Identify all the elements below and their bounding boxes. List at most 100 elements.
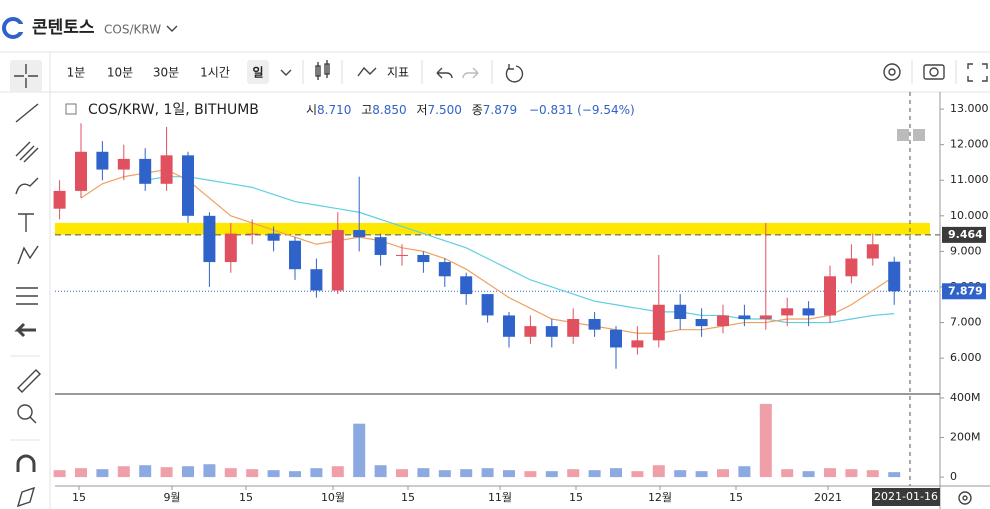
indicator-icon[interactable] bbox=[357, 66, 377, 77]
volume-bar bbox=[460, 469, 473, 478]
text-tool[interactable] bbox=[18, 213, 34, 232]
candle-body bbox=[53, 190, 66, 209]
indicators-button[interactable]: 지표 bbox=[387, 66, 409, 80]
candle-body bbox=[460, 276, 473, 295]
candle-body bbox=[888, 261, 901, 292]
volume-bar bbox=[96, 469, 109, 478]
ruler-tool[interactable] bbox=[17, 369, 41, 393]
logo[interactable] bbox=[2, 17, 24, 39]
magnet-tool[interactable] bbox=[16, 454, 36, 472]
candle-body bbox=[246, 233, 259, 235]
price-badge bbox=[942, 283, 986, 300]
candle-body bbox=[396, 254, 408, 256]
legend-symbol[interactable]: COS/KRW, 1일, BITHUMB bbox=[88, 102, 259, 118]
y-tick-label: 6.000 bbox=[950, 351, 982, 364]
ma-short bbox=[80, 168, 895, 334]
volume-bar bbox=[396, 469, 408, 478]
volume-bar bbox=[802, 471, 815, 478]
volume-bar bbox=[53, 470, 66, 478]
dropdown[interactable] bbox=[166, 25, 178, 32]
volume-bar bbox=[117, 466, 130, 478]
high-value: 8.850 bbox=[372, 103, 406, 117]
volume-bar bbox=[781, 469, 794, 478]
candle-body bbox=[224, 233, 237, 263]
price-badge-label: 9.464 bbox=[948, 228, 983, 241]
x-tick-label: 15 bbox=[72, 491, 86, 504]
candle-body bbox=[695, 318, 708, 327]
x-tick-label: 9월 bbox=[163, 491, 180, 504]
candle-body bbox=[824, 276, 836, 316]
y-tick-label: 11.000 bbox=[950, 173, 989, 186]
trend-tool[interactable] bbox=[15, 103, 39, 123]
fullscreen[interactable] bbox=[967, 63, 988, 82]
volume-bar bbox=[545, 471, 558, 478]
volume-bar bbox=[674, 470, 687, 478]
y-tick-label: 9.000 bbox=[950, 244, 982, 257]
volume-bar bbox=[417, 468, 430, 478]
candle-body bbox=[503, 315, 515, 337]
candle-body bbox=[717, 315, 729, 327]
chart-type[interactable] bbox=[315, 60, 330, 80]
candle-body bbox=[139, 158, 152, 184]
interval-button[interactable]: 1분 bbox=[67, 66, 86, 80]
back-tool[interactable] bbox=[14, 322, 36, 338]
x-tick-label: 15 bbox=[239, 491, 253, 504]
volume-bar bbox=[631, 471, 644, 478]
settings[interactable] bbox=[883, 63, 901, 81]
y-tick-label: 10.000 bbox=[950, 209, 989, 222]
crosshair-tool[interactable] bbox=[14, 64, 38, 88]
volume-bar bbox=[652, 465, 665, 478]
pattern-tool[interactable] bbox=[17, 245, 39, 265]
lock-tool[interactable] bbox=[16, 486, 36, 508]
high-label: 고 bbox=[361, 103, 372, 117]
interval-button[interactable]: 10분 bbox=[107, 66, 133, 80]
interval-button[interactable]: 30분 bbox=[153, 66, 179, 80]
candle-body bbox=[738, 315, 751, 319]
candle-body bbox=[845, 258, 858, 277]
candle-body bbox=[160, 155, 173, 184]
candle-body bbox=[631, 340, 644, 348]
candle-body bbox=[652, 304, 665, 341]
interval-button[interactable]: 1시간 bbox=[200, 66, 230, 80]
volume-bar bbox=[866, 470, 879, 478]
open-label: 시 bbox=[306, 103, 317, 117]
zoom-tool[interactable] bbox=[17, 404, 33, 420]
y-tick-label: 7.000 bbox=[950, 316, 982, 329]
candle-body bbox=[182, 155, 194, 216]
measure-lines[interactable] bbox=[16, 287, 38, 305]
coin-name[interactable]: 콘텐토스 bbox=[32, 18, 95, 38]
low-label: 저 bbox=[416, 103, 427, 117]
candle-body bbox=[417, 254, 430, 263]
screenshot[interactable] bbox=[923, 64, 945, 80]
settings-bottom[interactable] bbox=[958, 491, 972, 505]
volume-bar bbox=[139, 465, 152, 478]
candle-body bbox=[267, 233, 280, 241]
candle-body bbox=[567, 318, 580, 337]
collapse[interactable] bbox=[897, 129, 909, 141]
volume-bar bbox=[824, 468, 836, 478]
ohlc: 시8.710 고8.850 저7.500 종7.879 −0.831 (−9.5… bbox=[306, 103, 635, 117]
fib-tool[interactable] bbox=[15, 141, 39, 163]
volume-bar bbox=[845, 469, 858, 478]
open-value: 8.710 bbox=[317, 103, 351, 117]
volume-bar bbox=[759, 403, 772, 478]
volume-bar bbox=[310, 468, 323, 478]
candle-body bbox=[96, 151, 109, 170]
x-tick-label: 10월 bbox=[321, 491, 345, 504]
legend-toggle[interactable] bbox=[65, 103, 77, 115]
date-badge-label: 2021-01-16 bbox=[874, 490, 938, 503]
expand[interactable] bbox=[913, 129, 925, 141]
pair[interactable]: COS/KRW bbox=[104, 23, 161, 37]
redo[interactable] bbox=[462, 67, 479, 79]
volume-bar bbox=[738, 466, 751, 478]
y2-tick-label: 0 bbox=[950, 470, 957, 483]
interval-menu[interactable] bbox=[280, 69, 292, 76]
interval-button[interactable]: 일 bbox=[252, 66, 263, 80]
brush-tool[interactable] bbox=[15, 177, 39, 195]
price-badge bbox=[942, 226, 986, 243]
candle-body bbox=[588, 318, 601, 330]
refresh[interactable] bbox=[505, 64, 524, 83]
undo[interactable] bbox=[436, 67, 453, 79]
volume-bar bbox=[695, 471, 708, 478]
